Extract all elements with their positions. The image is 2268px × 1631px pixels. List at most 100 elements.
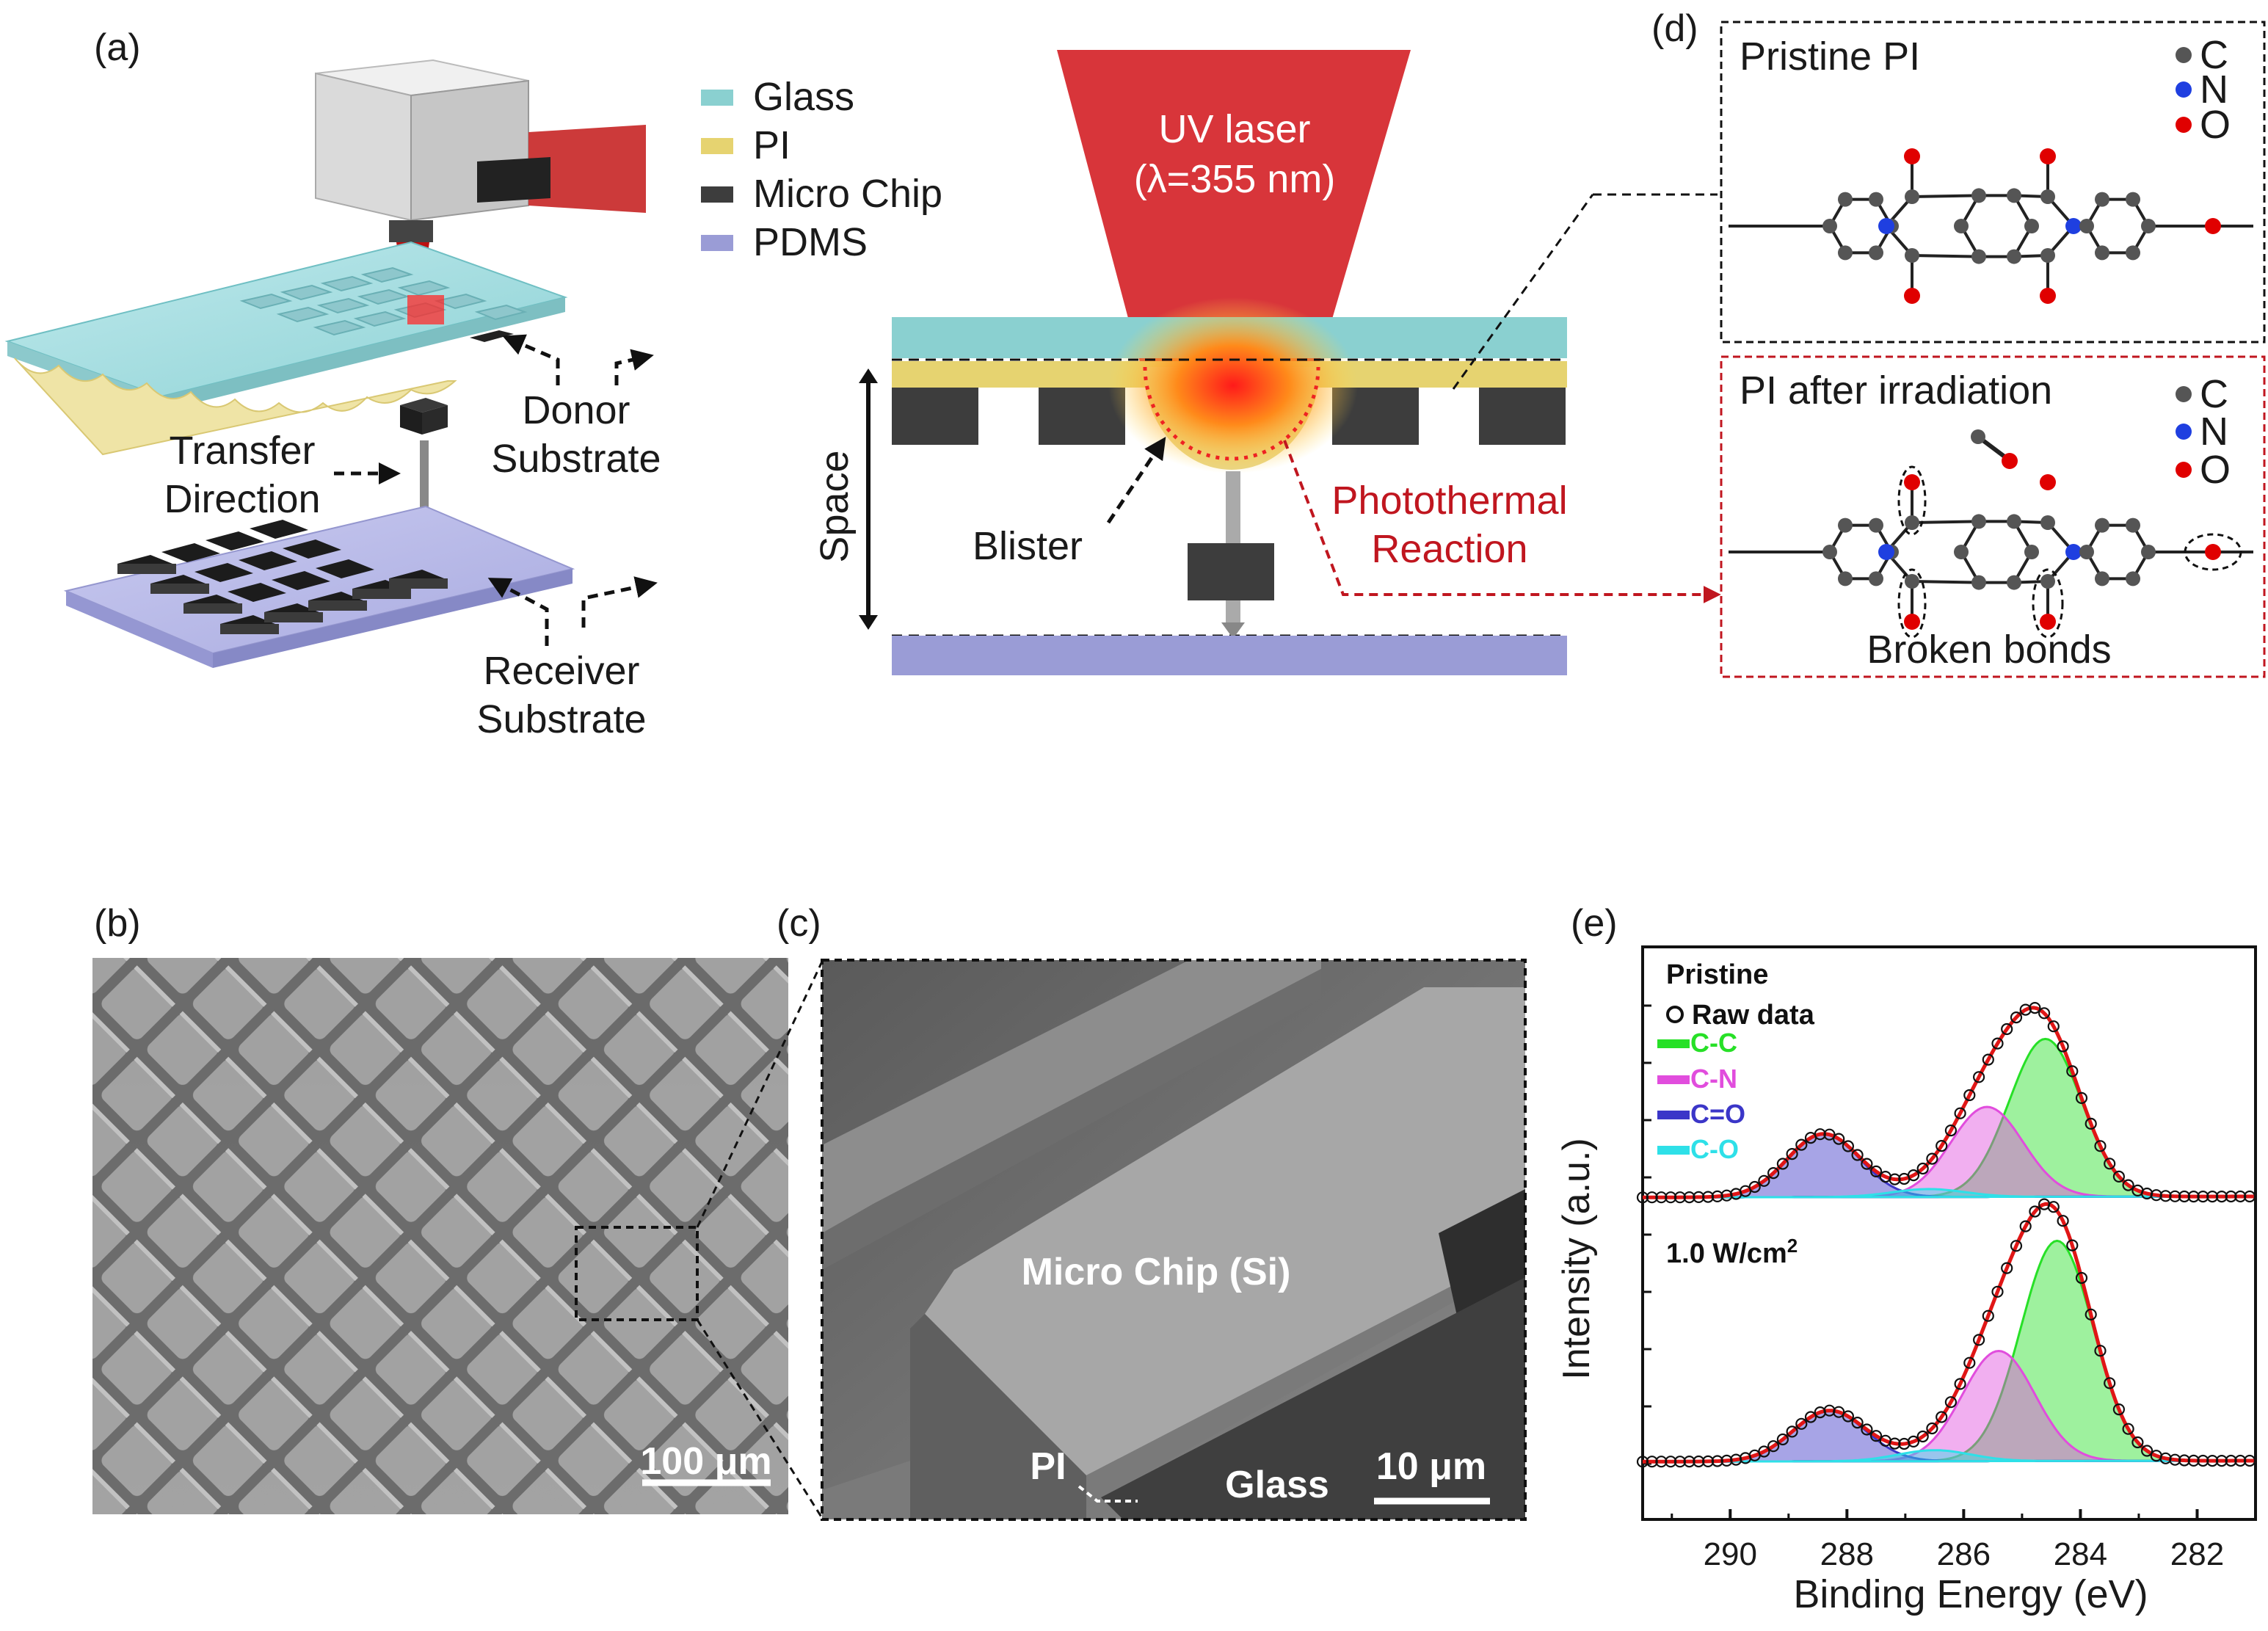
atom-c (1905, 189, 1919, 204)
reaction-label: Reaction (1371, 527, 1527, 571)
raw-data-point (1646, 1456, 1658, 1468)
raw-data-point (1636, 1456, 1649, 1468)
atom-c (2095, 517, 2109, 533)
raw-data-point (2066, 1065, 2079, 1078)
zoom-line-d (1452, 194, 1594, 390)
atom-c (2095, 192, 2109, 207)
atom-c (1905, 515, 1919, 530)
raw-data-point (1926, 1152, 1938, 1165)
xps-envelope (1643, 1006, 2256, 1199)
panel-b: (b) 100 μm (92, 902, 824, 1519)
x-tick-label: 284 (2054, 1536, 2107, 1572)
transfer-direction-line1: Transfer (169, 429, 315, 473)
atom-c (1954, 219, 1969, 233)
legend-cn-swatch (1657, 1075, 1690, 1084)
spectrum-irradiated-label: 1.0 W/cm2 (1666, 1235, 1798, 1269)
raw-data-point (2150, 1189, 2162, 1202)
atom-c (1869, 192, 1883, 207)
raw-data-point (2215, 1190, 2228, 1203)
atom-c (2040, 189, 2055, 204)
atom-o-label: O (2200, 103, 2231, 147)
raw-data-point (2122, 1179, 2134, 1191)
nitrogen-icon (2176, 81, 2192, 98)
raw-data-point (2178, 1190, 2191, 1203)
legend-co-single: C-O (1690, 1134, 1739, 1164)
raw-data-point (2104, 1158, 2116, 1170)
atom-o-label-2: O (2200, 448, 2231, 492)
bond (1911, 580, 1980, 584)
atom-c (2126, 245, 2140, 261)
raw-data-point (1655, 1191, 1668, 1204)
broken-bond-marker (2184, 533, 2242, 571)
donor-label-line2: Substrate (491, 437, 661, 481)
raw-data-point (2225, 1190, 2237, 1203)
raw-data-point (1833, 1406, 1845, 1418)
raw-data-point (1646, 1191, 1658, 1204)
zoom-line-bottom (696, 1319, 824, 1519)
atom-o (1904, 614, 1920, 630)
uv-laser-label: UV laser (1158, 107, 1310, 151)
legend-glass-swatch (701, 90, 733, 106)
carbon-icon-2 (2176, 386, 2192, 402)
raw-data-point (2001, 1022, 2013, 1036)
atom-c (2007, 575, 2021, 590)
raw-data-point (1973, 1334, 1985, 1346)
panel-e-label: (e) (1571, 902, 1618, 945)
scale-label-c: 10 μm (1376, 1445, 1486, 1488)
atom-c (1838, 245, 1853, 261)
atom-c-label: C (2200, 33, 2228, 77)
raw-data-point (1963, 1356, 1976, 1369)
xps-ylabel: Intensity (a.u.) (1555, 1138, 1598, 1379)
photothermal-label: Photothermal (1331, 479, 1567, 523)
raw-data-point (1673, 1191, 1686, 1204)
raw-data-point (2094, 1345, 2107, 1357)
donor-substrate (4, 241, 568, 456)
sem-image-chip (822, 960, 1525, 1519)
chip-1 (892, 388, 978, 445)
raw-data-point (1870, 1430, 1883, 1442)
raw-data-point (2197, 1454, 2209, 1467)
atom-c (2126, 517, 2140, 533)
atom-legend-bottom: C N O (2176, 372, 2231, 492)
raw-data-point (2169, 1190, 2181, 1202)
atom-o (2040, 288, 2056, 304)
raw-data-point (2225, 1454, 2237, 1467)
atom-o (2040, 474, 2056, 490)
atom-o (2205, 218, 2221, 234)
atom-c (2024, 219, 2039, 233)
uv-laser-wavelength: (λ=355 nm) (1134, 157, 1336, 201)
raw-data-point (2243, 1190, 2256, 1203)
raw-data-point (1693, 1191, 1705, 1204)
atom-c (1838, 192, 1853, 207)
raw-data-point (2141, 1445, 2153, 1457)
raw-data-point (1748, 1180, 1761, 1194)
broken-bond-marker (1897, 465, 1927, 536)
legend-co-double-swatch (1657, 1111, 1690, 1119)
raw-data-point (1944, 1124, 1957, 1137)
raw-data-point (1936, 1139, 1948, 1152)
raw-data-point (2075, 1091, 2088, 1105)
raw-data-point (2187, 1190, 2200, 1203)
panel-a: (a) (4, 26, 661, 741)
transfer-arrowhead (1221, 622, 1245, 639)
atom-c (1971, 575, 1986, 590)
legend-pdms-swatch (701, 235, 733, 251)
raw-data-point (2001, 1262, 2013, 1274)
raw-data-point (2029, 1001, 2041, 1014)
raw-data-point (1973, 1071, 1985, 1083)
raw-data-point (1683, 1455, 1695, 1468)
raw-data-point (2057, 1215, 2069, 1227)
atom-c (2040, 515, 2055, 530)
atom-c (1869, 517, 1883, 533)
receiver-substrate (63, 505, 575, 668)
raw-data-point (2131, 1436, 2144, 1449)
atom-c (1971, 249, 1986, 264)
sem-image-array (92, 958, 788, 1514)
glass-label: Glass (1225, 1464, 1329, 1506)
legend-glass-label: Glass (753, 75, 854, 119)
raw-data-point (2057, 1040, 2069, 1053)
raw-data-point (2169, 1453, 2181, 1466)
raw-data-point (1851, 1416, 1864, 1429)
raw-data-point (1711, 1455, 1723, 1467)
xps-plot-frame (1641, 945, 2257, 1521)
